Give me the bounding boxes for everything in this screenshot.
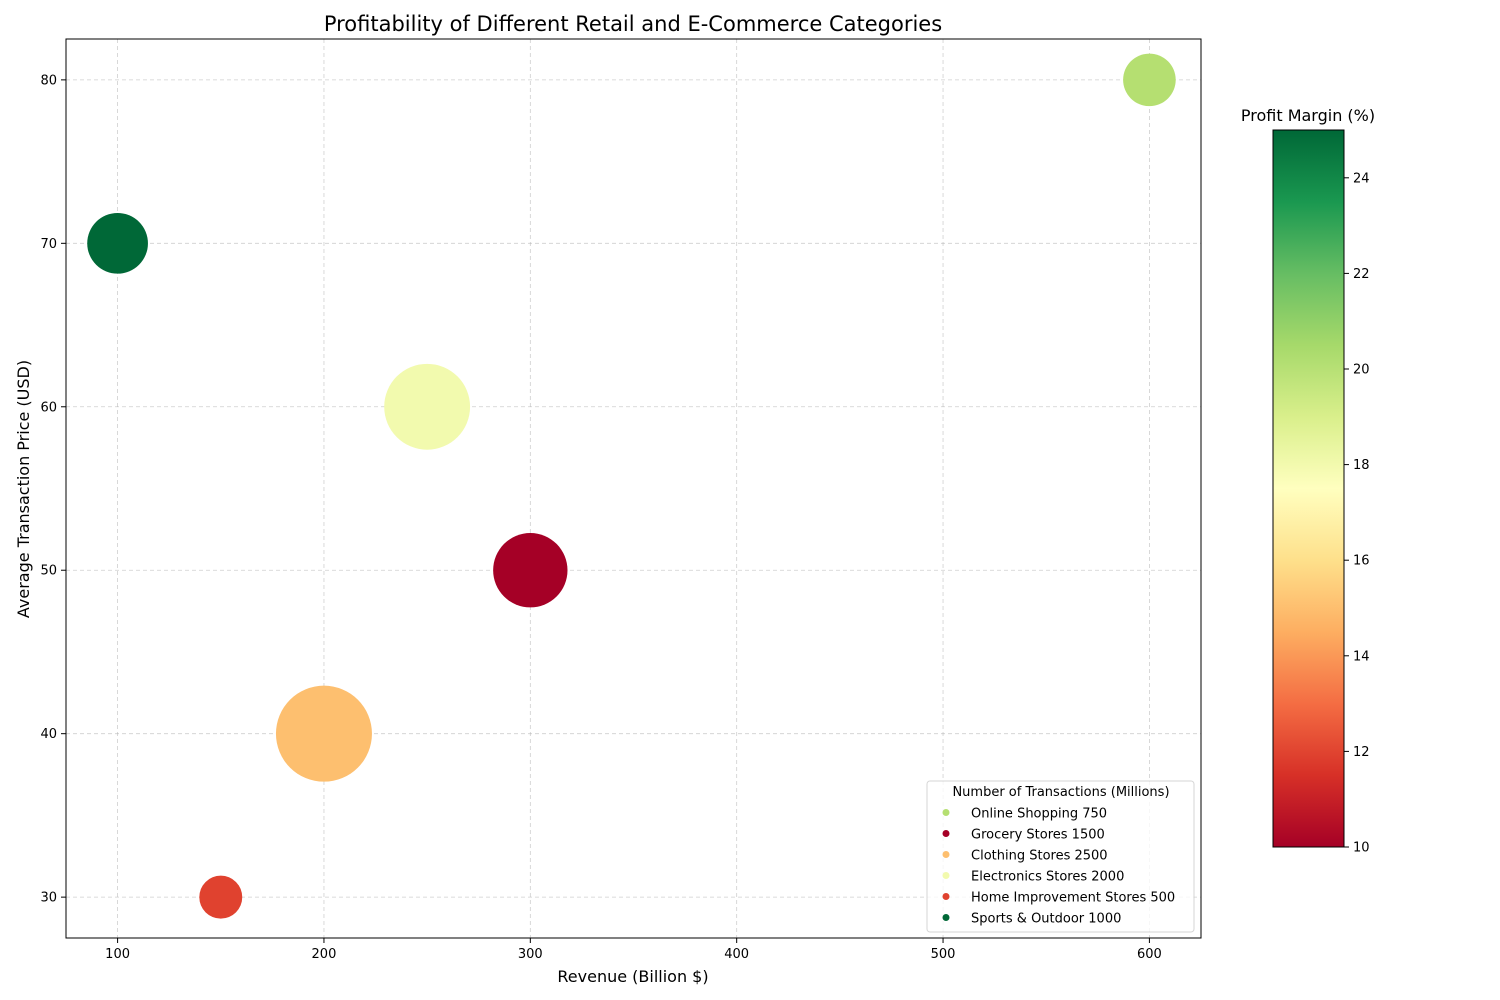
bubble-clothing-stores — [275, 685, 372, 782]
x-axis-ticks: 100 200 300 400 500 600 — [105, 938, 1162, 962]
bubble-electronics-stores — [384, 363, 471, 450]
bubble-online-shopping — [1123, 53, 1176, 107]
chart-title: Profitability of Different Retail and E-… — [324, 12, 942, 36]
y-tick-label: 80 — [40, 73, 57, 88]
legend-marker — [942, 830, 950, 837]
x-tick-label: 100 — [105, 947, 130, 962]
x-tick-label: 200 — [312, 947, 337, 962]
legend-marker — [942, 893, 950, 900]
legend: Number of Transactions (Millions) Online… — [926, 780, 1195, 933]
x-tick-label: 500 — [931, 947, 956, 962]
x-tick-label: 400 — [724, 947, 749, 962]
grid — [66, 39, 1201, 938]
y-tick-label: 30 — [40, 891, 57, 906]
y-tick-label: 60 — [40, 400, 57, 415]
colorbar: Profit Margin (%) 10 12 14 16 18 20 22 24 — [1241, 106, 1375, 856]
y-axis-ticks: 30 40 50 60 70 80 — [40, 73, 66, 906]
legend-marker — [942, 872, 950, 879]
legend-label: Grocery Stores 1500 — [971, 828, 1105, 843]
legend-title: Number of Transactions (Millions) — [952, 785, 1169, 800]
colorbar-tick-label: 24 — [1353, 171, 1370, 186]
bubbles — [87, 53, 1176, 919]
legend-label: Online Shopping 750 — [971, 807, 1107, 822]
y-tick-label: 70 — [40, 237, 57, 252]
plot-frame — [65, 38, 1202, 939]
legend-label: Clothing Stores 2500 — [971, 849, 1108, 864]
x-tick-label: 300 — [518, 947, 543, 962]
legend-marker — [942, 809, 950, 816]
legend-marker — [942, 914, 950, 921]
x-tick-label: 600 — [1137, 947, 1162, 962]
colorbar-tick-label: 12 — [1353, 745, 1370, 760]
legend-label: Sports & Outdoor 1000 — [971, 912, 1121, 927]
legend-marker — [942, 851, 950, 858]
bubble-home-improvement-stores — [199, 875, 243, 919]
x-axis-label: Revenue (Billion $) — [557, 967, 708, 986]
bubble-grocery-stores — [493, 533, 568, 608]
colorbar-tick-label: 22 — [1353, 267, 1370, 282]
colorbar-tick-label: 20 — [1353, 363, 1370, 378]
colorbar-tick-label: 16 — [1353, 554, 1370, 569]
y-axis-label: Average Transaction Price (USD) — [14, 360, 33, 618]
legend-label: Electronics Stores 2000 — [971, 870, 1124, 885]
y-tick-label: 50 — [40, 564, 57, 579]
colorbar-tick-label: 18 — [1353, 458, 1370, 473]
y-tick-label: 40 — [40, 727, 57, 742]
colorbar-gradient — [1272, 129, 1345, 848]
legend-label: Home Improvement Stores 500 — [971, 891, 1175, 906]
colorbar-label: Profit Margin (%) — [1241, 106, 1375, 125]
bubble-sports-outdoor — [87, 212, 148, 274]
legend-frame — [926, 780, 1195, 933]
colorbar-tick-label: 10 — [1353, 841, 1370, 856]
colorbar-tick-label: 14 — [1353, 649, 1370, 664]
